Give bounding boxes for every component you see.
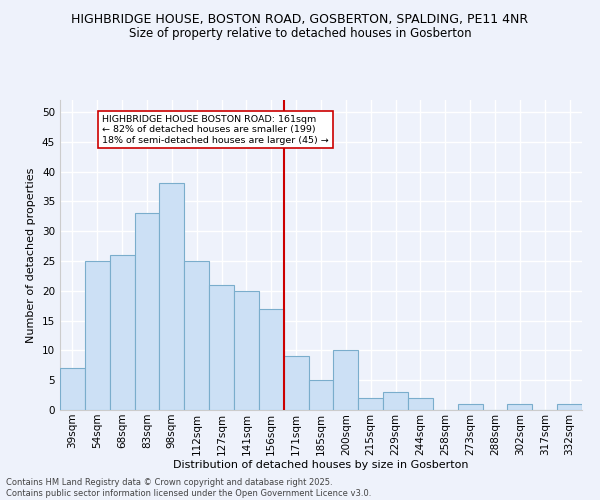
Bar <box>134 214 160 410</box>
X-axis label: Distribution of detached houses by size in Gosberton: Distribution of detached houses by size … <box>173 460 469 470</box>
Text: HIGHBRIDGE HOUSE BOSTON ROAD: 161sqm
← 82% of detached houses are smaller (199)
: HIGHBRIDGE HOUSE BOSTON ROAD: 161sqm ← 8… <box>102 115 329 144</box>
Bar <box>383 392 408 410</box>
Text: Contains HM Land Registry data © Crown copyright and database right 2025.
Contai: Contains HM Land Registry data © Crown c… <box>6 478 371 498</box>
Bar <box>184 261 209 410</box>
Text: HIGHBRIDGE HOUSE, BOSTON ROAD, GOSBERTON, SPALDING, PE11 4NR: HIGHBRIDGE HOUSE, BOSTON ROAD, GOSBERTON… <box>71 12 529 26</box>
Y-axis label: Number of detached properties: Number of detached properties <box>26 168 37 342</box>
Bar <box>160 184 184 410</box>
Text: Size of property relative to detached houses in Gosberton: Size of property relative to detached ho… <box>128 28 472 40</box>
Bar <box>458 404 482 410</box>
Bar <box>110 255 134 410</box>
Bar <box>334 350 358 410</box>
Bar <box>234 291 259 410</box>
Bar <box>209 285 234 410</box>
Bar <box>259 308 284 410</box>
Bar <box>60 368 85 410</box>
Bar <box>308 380 334 410</box>
Bar <box>85 261 110 410</box>
Bar <box>358 398 383 410</box>
Bar <box>284 356 308 410</box>
Bar <box>557 404 582 410</box>
Bar <box>408 398 433 410</box>
Bar <box>508 404 532 410</box>
